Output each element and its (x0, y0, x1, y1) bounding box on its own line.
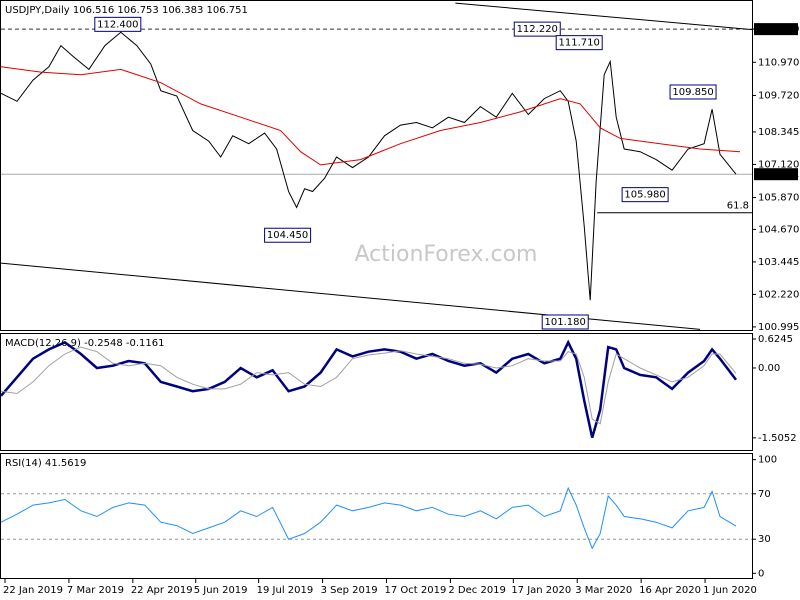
x-tick-label: 22 Jan 2019 (3, 585, 63, 596)
trendline (455, 2, 753, 31)
panel-title: USDJPY,Daily 106.516 106.753 106.383 106… (5, 5, 248, 16)
annotation-label: 112.400 (97, 19, 138, 30)
annotation-box (264, 227, 312, 243)
panel-title: RSI(14) 41.5619 (5, 458, 86, 469)
annotation-label: 101.180 (545, 317, 586, 328)
last-price-tag (754, 168, 798, 181)
annotation-box (555, 35, 603, 51)
x-tick-label: 2 Dec 2019 (448, 585, 506, 596)
y-tick-label: -1.5052 (758, 433, 797, 444)
level-tag (754, 23, 798, 36)
x-tick-label: 7 Mar 2019 (67, 585, 124, 596)
x-tick-label: 3 Sep 2019 (321, 585, 378, 596)
annotation-box (621, 187, 669, 203)
level-label: 112.220 (758, 24, 799, 35)
annotation-box (541, 314, 589, 330)
annotation-label: 104.450 (267, 230, 308, 241)
series-line (0, 31, 737, 301)
y-tick-label: 110.970 (758, 57, 799, 68)
macd-panel (0, 333, 753, 451)
y-tick-label: 30 (758, 534, 771, 545)
x-tick-label: 1 Jun 2020 (703, 585, 757, 596)
annotation-label: 111.710 (559, 38, 600, 49)
y-tick-label: 103.445 (758, 257, 799, 268)
panel-title: MACD(12,26,9) -0.2548 -0.1161 (5, 338, 165, 349)
annotation-label: 112.220 (517, 24, 558, 35)
y-tick-label: 108.345 (758, 127, 799, 138)
y-tick-label: 0.6245 (758, 334, 793, 345)
x-tick-label: 17 Oct 2019 (384, 585, 446, 596)
fib-label: 61.8 (727, 201, 749, 212)
x-tick-label: 5 Jun 2019 (194, 585, 248, 596)
x-tick-label: 3 Mar 2020 (575, 585, 632, 596)
annotation-box (669, 84, 717, 100)
x-tick-label: 16 Apr 2020 (639, 585, 701, 596)
x-tick-label: 19 Jul 2019 (257, 585, 314, 596)
y-tick-label: 105.870 (758, 193, 799, 204)
y-tick-label: 100 (758, 455, 777, 466)
watermark: ActionForex.com (355, 242, 538, 267)
y-tick-label: 107.120 (758, 159, 799, 170)
y-tick-label: 100.995 (758, 322, 799, 333)
annotation-label: 105.980 (624, 190, 665, 201)
y-tick-label: 0 (758, 568, 764, 579)
last-price-label: 106.751 (758, 169, 799, 180)
y-tick-label: 70 (758, 489, 771, 500)
series-line (0, 486, 737, 550)
y-tick-label: 102.220 (758, 289, 799, 300)
series-line (0, 66, 741, 166)
y-tick-label: 0.00 (758, 363, 780, 374)
y-tick-label: 104.670 (758, 224, 799, 235)
annotation-box (513, 21, 561, 37)
series-line (0, 346, 737, 425)
annotation-box (94, 16, 142, 32)
x-tick-label: 17 Jan 2020 (511, 585, 571, 596)
rsi-panel (0, 453, 753, 579)
annotation-label: 109.850 (672, 87, 713, 98)
x-tick-label: 22 Apr 2019 (131, 585, 193, 596)
price-panel (0, 0, 753, 331)
y-tick-label: 109.720 (758, 90, 799, 101)
series-line (0, 339, 737, 438)
